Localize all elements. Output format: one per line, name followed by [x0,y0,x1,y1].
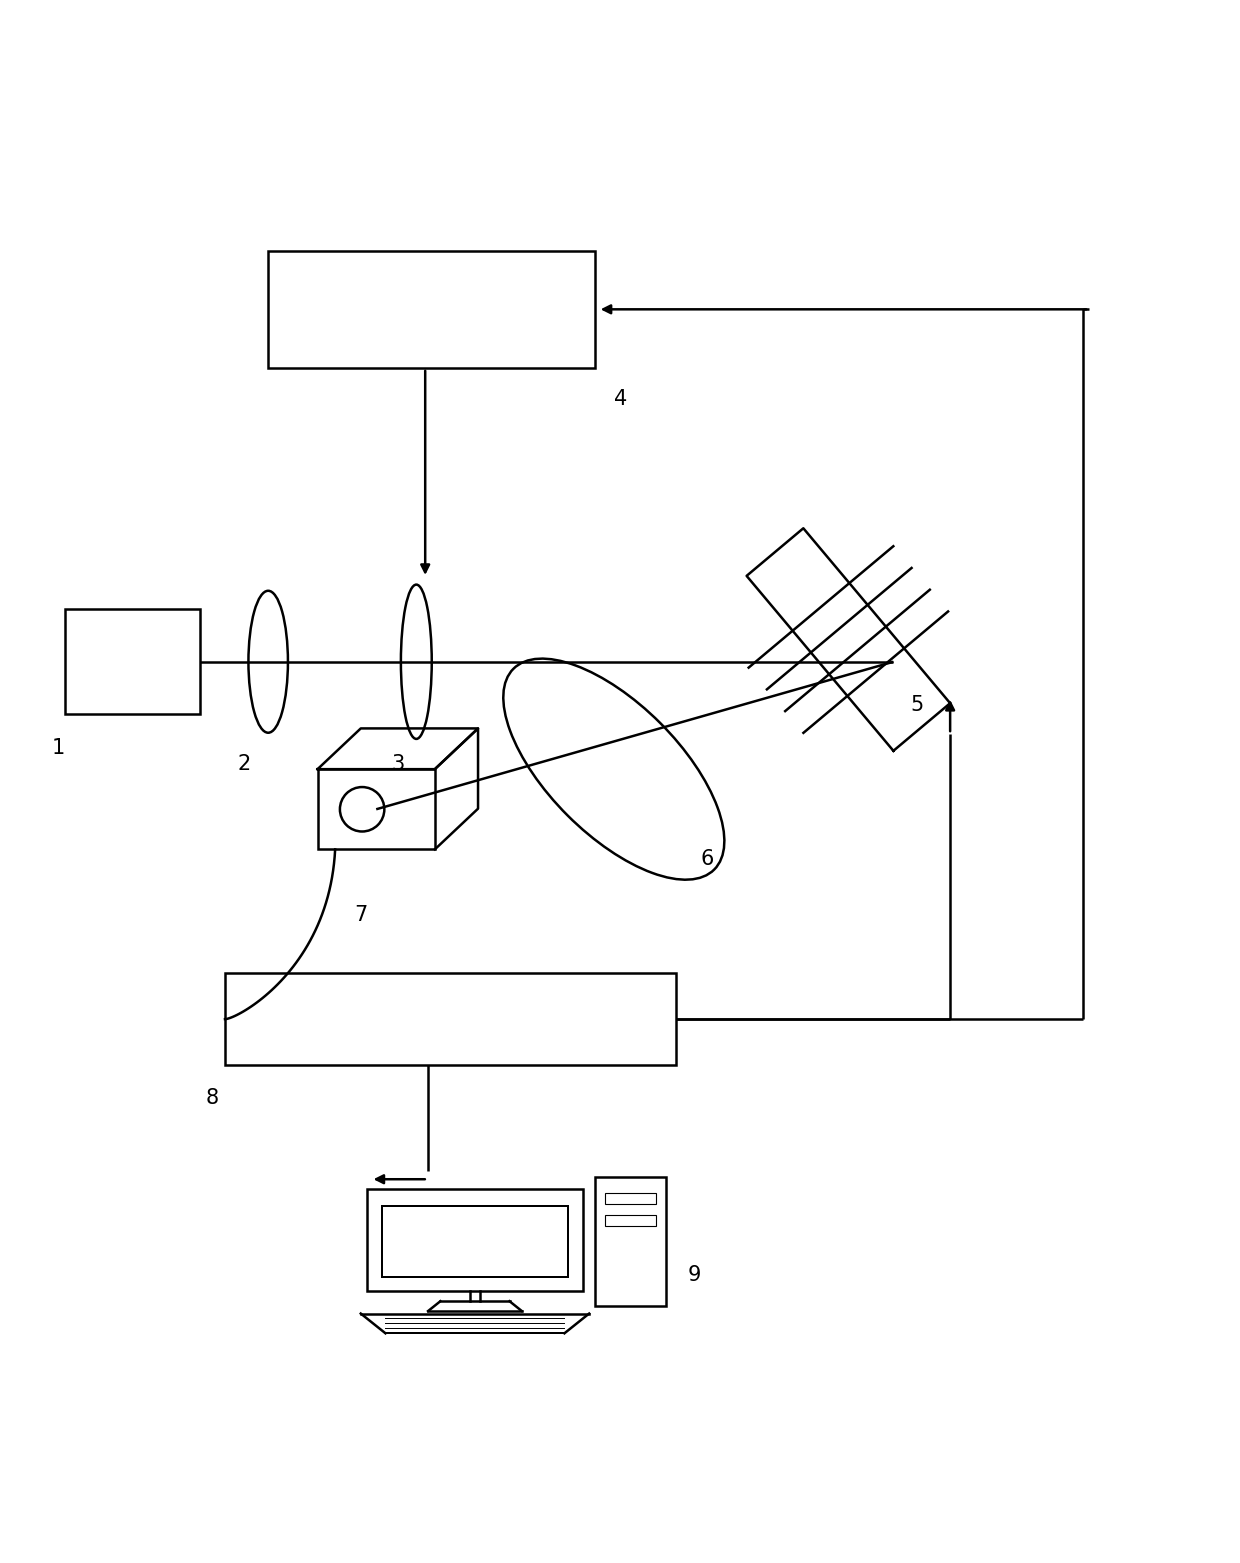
Ellipse shape [248,591,288,733]
Text: 5: 5 [910,696,924,716]
Bar [595,1177,666,1307]
Text: 6: 6 [701,849,713,869]
Ellipse shape [503,658,724,880]
Text: 1: 1 [52,738,66,758]
Bar [605,1214,656,1225]
Bar [64,608,201,714]
Text: 7: 7 [355,905,368,925]
Bar [382,1207,568,1277]
Ellipse shape [401,585,432,739]
Bar [317,769,435,849]
Bar [605,1193,656,1204]
Bar [268,250,595,367]
Bar [367,1189,583,1291]
Text: 2: 2 [237,755,250,774]
Text: 9: 9 [688,1266,702,1285]
Circle shape [340,788,384,832]
Text: 3: 3 [392,755,405,774]
Bar [224,972,676,1066]
Text: 4: 4 [614,389,627,410]
Text: 8: 8 [206,1088,218,1108]
